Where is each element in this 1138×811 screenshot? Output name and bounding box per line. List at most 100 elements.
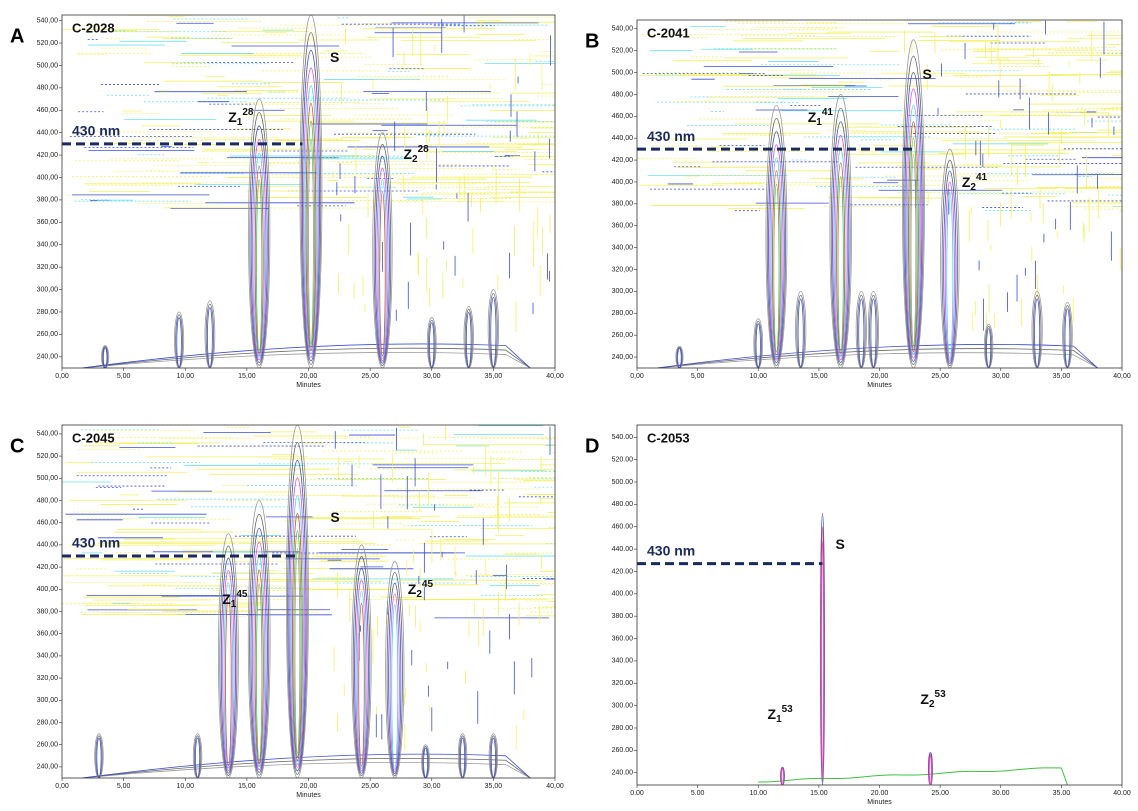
y-tick-label: 400,00 (37, 586, 59, 593)
x-tick-label: 25,00 (931, 373, 949, 380)
y-tick-label: 540,00 (37, 17, 59, 24)
y-tick-label: 540,00 (37, 431, 59, 438)
y-tick-label: 320,00 (37, 675, 59, 682)
peak-contour (1064, 308, 1071, 368)
peak-label-sub: 2 (929, 699, 935, 710)
peak-label-base: Z (403, 146, 412, 162)
y-tick-label: 320.00 (612, 680, 634, 687)
plot-title: C-2045 (72, 430, 115, 445)
peak-contour (943, 170, 957, 365)
peak-label-base: S (330, 49, 339, 65)
peak-contour (306, 120, 316, 348)
x-tick-label: 15,00 (810, 373, 828, 380)
baseline-contour (656, 352, 1098, 368)
peak-contour (256, 583, 263, 762)
y-tick-label: 500,00 (37, 62, 59, 69)
peak-contour (946, 192, 954, 360)
y-tick-label: 380,00 (612, 201, 634, 208)
peak-contour (356, 591, 367, 770)
y-tick-label: 460,00 (612, 113, 634, 120)
x-tick-label: 0.00 (630, 790, 644, 797)
peak-contour (773, 183, 780, 353)
x-tick-label: 35.00 (1053, 790, 1071, 797)
y-tick-label: 340,00 (37, 653, 59, 660)
y-tick-label: 260,00 (37, 331, 59, 338)
peak-contour (377, 179, 388, 359)
y-tick-label: 300,00 (37, 697, 59, 704)
y-tick-label: 420,00 (37, 152, 59, 159)
y-tick-label: 500,00 (37, 475, 59, 482)
y-tick-label: 420,00 (37, 564, 59, 571)
peak-contour (175, 314, 183, 368)
peak-contour (837, 176, 844, 352)
y-tick-label: 300,00 (612, 288, 634, 295)
peak-label-sub: 1 (776, 714, 782, 725)
peak-contour (249, 112, 269, 366)
peak-contour (910, 154, 917, 346)
peak-contour (1063, 305, 1072, 368)
peak-contour (302, 49, 320, 362)
wavelength-label: 430 nm (647, 128, 695, 144)
y-tick-label: 380.00 (612, 613, 634, 620)
peak-contour (252, 138, 267, 361)
y-tick-label: 520,00 (612, 47, 634, 54)
plot-area (637, 425, 1122, 785)
peak-contour (458, 735, 467, 778)
x-tick-label: 25,00 (361, 373, 379, 380)
peak-contour (766, 118, 787, 366)
x-tick-label: 30,00 (423, 373, 441, 380)
peak-contour (795, 291, 807, 368)
x-tick-label: 40,00 (546, 373, 564, 380)
peak-contour (193, 735, 202, 778)
peak-label-sub: 2 (412, 154, 418, 165)
peak-label-sub: 2 (416, 589, 422, 600)
peak-label: Z228 (403, 144, 429, 165)
peak-contour (820, 512, 825, 785)
peak-contour (858, 298, 865, 367)
peak-contour (929, 755, 932, 785)
peak-contour (299, 15, 323, 368)
peak-label: Z253 (920, 689, 946, 710)
peak-contour (95, 735, 103, 778)
peak-contour (358, 602, 365, 767)
peak-contour (675, 345, 684, 368)
y-tick-label: 360,00 (37, 219, 59, 226)
peak-contour (176, 317, 182, 368)
peak-contour (288, 459, 307, 772)
peak-contour (220, 557, 236, 774)
plot-area (637, 20, 1122, 368)
y-tick-label: 440,00 (37, 542, 59, 549)
peak-contour (465, 312, 472, 368)
peak-contour (904, 72, 923, 362)
y-tick-label: 360,00 (37, 631, 59, 638)
peak-label: S (330, 49, 339, 65)
baseline-contour (81, 757, 531, 778)
peak-contour (857, 294, 866, 368)
y-tick-label: 240,00 (612, 354, 634, 361)
peak-contour (986, 328, 992, 368)
peak-contour (287, 442, 308, 775)
peak-contour (225, 594, 232, 767)
peak-contour (250, 527, 268, 773)
x-tick-label: 30,00 (423, 783, 441, 790)
peak-contour (796, 294, 805, 368)
peak-label-sup: 45 (422, 579, 434, 590)
x-tick-label: 5,00 (117, 783, 131, 790)
peak-label-sub: 1 (816, 117, 822, 128)
peak-contour (902, 39, 925, 368)
y-tick-label: 340,00 (612, 244, 634, 251)
peak-contour (464, 309, 473, 368)
peak-contour (354, 567, 369, 774)
y-tick-label: 520.00 (612, 457, 634, 464)
y-tick-label: 260,00 (612, 332, 634, 339)
x-tick-label: 40,00 (1113, 373, 1131, 380)
peak-contour (768, 131, 785, 364)
peak-contour (352, 556, 371, 777)
peak-label-base: S (836, 536, 845, 552)
panel-letter: A (10, 25, 24, 47)
y-tick-label: 480,00 (37, 497, 59, 504)
y-tick-label: 520,00 (37, 40, 59, 47)
peak-contour (375, 155, 390, 364)
peak-label: S (330, 509, 339, 525)
